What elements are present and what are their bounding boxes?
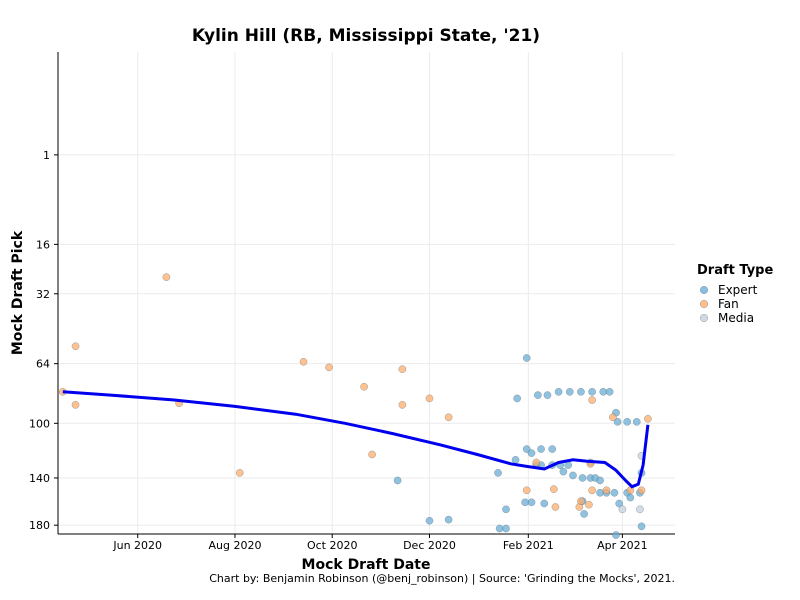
y-axis-title: Mock Draft Pick <box>10 230 26 355</box>
fan-point <box>398 400 407 409</box>
legend-key-expert <box>699 285 709 295</box>
expert-point <box>548 445 557 453</box>
fan-point <box>425 394 434 403</box>
expert-point <box>588 387 596 396</box>
legend-label-fan: Fan <box>718 297 739 311</box>
y-tick-label: 64 <box>36 358 50 371</box>
x-tick-label: Jun 2020 <box>112 539 162 552</box>
x-tick-label: Oct 2020 <box>307 539 358 552</box>
fan-point <box>551 503 560 511</box>
y-tick-label: 180 <box>29 519 50 532</box>
fan-point <box>577 497 585 505</box>
fan-point <box>608 413 617 422</box>
expert-point <box>521 498 529 507</box>
expert-point <box>623 417 632 426</box>
expert-point <box>578 474 587 482</box>
expert-point <box>540 499 549 508</box>
expert-point <box>613 417 622 426</box>
chart-caption: Chart by: Benjamin Robinson (@benj_robin… <box>209 572 675 585</box>
data-points <box>58 273 652 539</box>
media-point <box>636 505 644 514</box>
fan-point <box>71 342 80 351</box>
legend-label-media: Media <box>718 311 754 325</box>
expert-point <box>596 476 604 485</box>
fan-point <box>637 486 646 495</box>
fan-point <box>588 486 596 495</box>
fan-point <box>299 357 308 366</box>
fan-point <box>398 365 407 374</box>
expert-point <box>632 417 641 426</box>
x-axis-ticks: Jun 2020 Aug 2020 Oct 2020 Dec 2020 Feb 2021… <box>112 534 648 552</box>
x-tick-label: Apr 2021 <box>597 539 648 552</box>
expert-point <box>612 531 620 539</box>
x-axis-title: Mock Draft Date <box>302 557 431 573</box>
media-point <box>618 505 627 514</box>
fan-point <box>444 413 453 422</box>
expert-point <box>565 387 574 396</box>
axes <box>57 52 675 535</box>
fan-point <box>585 500 593 509</box>
fan-point <box>325 363 333 372</box>
expert-point <box>537 445 545 453</box>
expert-point <box>637 522 646 531</box>
y-axis-ticks: 1 16 32 64 100 140 180 <box>29 149 58 532</box>
expert-point <box>599 387 608 396</box>
expert-point <box>626 493 635 502</box>
fan-point <box>549 485 558 493</box>
fan-point <box>71 400 80 409</box>
fan-point <box>360 382 368 391</box>
x-tick-label: Dec 2020 <box>403 539 456 552</box>
expert-point <box>554 387 563 396</box>
y-tick-label: 100 <box>29 417 50 430</box>
fan-point <box>235 469 244 477</box>
fan-point <box>522 486 531 495</box>
expert-point <box>444 515 453 524</box>
expert-point <box>393 476 402 485</box>
y-tick-label: 140 <box>29 472 50 485</box>
expert-point <box>577 387 585 396</box>
legend-key-fan <box>699 299 709 309</box>
expert-point <box>502 524 510 533</box>
expert-point <box>569 471 577 480</box>
y-tick-label: 32 <box>36 288 50 301</box>
trend-line <box>62 390 650 489</box>
expert-point <box>527 449 536 457</box>
legend-label-expert: Expert <box>718 283 758 297</box>
expert-point <box>615 499 624 508</box>
fan-point <box>602 486 611 495</box>
expert-point <box>513 394 522 403</box>
fan-point <box>532 458 541 467</box>
x-tick-label: Aug 2020 <box>208 539 261 552</box>
expert-point <box>494 469 502 477</box>
fan-point <box>588 396 596 404</box>
fan-point <box>368 450 376 459</box>
expert-point <box>559 467 568 476</box>
expert-point <box>425 516 434 525</box>
expert-point <box>543 391 552 399</box>
expert-point <box>527 498 536 507</box>
expert-point <box>580 510 588 518</box>
legend-title: Draft Type <box>697 263 773 278</box>
legend-key-media <box>699 313 709 323</box>
expert-point <box>534 391 542 399</box>
fan-point <box>162 273 171 281</box>
expert-point <box>605 387 614 396</box>
y-tick-label: 1 <box>43 149 50 162</box>
fan-point <box>644 414 652 423</box>
grid-lines <box>58 52 675 534</box>
chart-title: Kylin Hill (RB, Mississippi State, '21) <box>192 26 540 46</box>
expert-point <box>522 354 531 362</box>
expert-point <box>511 455 520 464</box>
y-tick-label: 16 <box>36 238 50 251</box>
expert-point <box>502 505 510 514</box>
expert-point <box>610 488 619 497</box>
expert-point <box>495 524 504 533</box>
expert-point <box>596 488 604 497</box>
x-tick-label: Feb 2021 <box>503 539 554 552</box>
